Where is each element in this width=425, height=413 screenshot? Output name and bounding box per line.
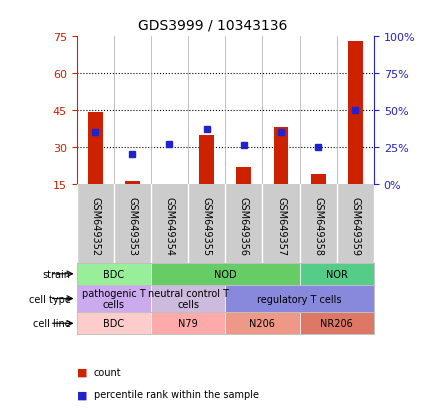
- Text: strain: strain: [42, 269, 71, 279]
- Text: ■: ■: [76, 367, 87, 377]
- FancyBboxPatch shape: [300, 263, 374, 285]
- Text: cell line: cell line: [33, 318, 71, 328]
- Text: GSM649355: GSM649355: [201, 196, 212, 255]
- FancyBboxPatch shape: [76, 263, 151, 285]
- Text: GSM649357: GSM649357: [276, 196, 286, 255]
- FancyBboxPatch shape: [151, 263, 300, 285]
- Bar: [88, 113, 102, 184]
- FancyBboxPatch shape: [225, 313, 300, 335]
- FancyBboxPatch shape: [76, 285, 151, 313]
- Text: GSM649354: GSM649354: [164, 196, 175, 255]
- Bar: [311, 174, 326, 184]
- Text: BDC: BDC: [103, 269, 124, 279]
- Text: GSM649356: GSM649356: [239, 196, 249, 255]
- Text: GSM649358: GSM649358: [313, 196, 323, 255]
- FancyBboxPatch shape: [151, 313, 225, 335]
- Text: BDC: BDC: [103, 318, 124, 328]
- Text: pathogenic T
cells: pathogenic T cells: [82, 288, 145, 310]
- Bar: [348, 42, 363, 184]
- Text: GSM649353: GSM649353: [127, 196, 137, 255]
- Bar: [274, 128, 289, 184]
- Text: percentile rank within the sample: percentile rank within the sample: [94, 389, 258, 399]
- Text: GSM649359: GSM649359: [350, 196, 360, 255]
- Text: NOR: NOR: [326, 269, 348, 279]
- Text: regulatory T cells: regulatory T cells: [258, 294, 342, 304]
- Text: count: count: [94, 367, 121, 377]
- FancyBboxPatch shape: [225, 285, 374, 313]
- Text: GDS3999 / 10343136: GDS3999 / 10343136: [138, 19, 287, 33]
- Text: NR206: NR206: [320, 318, 353, 328]
- Text: N206: N206: [249, 318, 275, 328]
- Text: ■: ■: [76, 389, 87, 399]
- FancyBboxPatch shape: [76, 313, 151, 335]
- FancyBboxPatch shape: [300, 313, 374, 335]
- Text: cell type: cell type: [28, 294, 71, 304]
- FancyBboxPatch shape: [151, 285, 225, 313]
- Text: NOD: NOD: [214, 269, 237, 279]
- Bar: [125, 182, 140, 184]
- Text: N79: N79: [178, 318, 198, 328]
- Bar: [236, 167, 251, 184]
- Bar: [199, 135, 214, 184]
- Text: neutral control T
cells: neutral control T cells: [147, 288, 229, 310]
- Text: GSM649352: GSM649352: [90, 196, 100, 255]
